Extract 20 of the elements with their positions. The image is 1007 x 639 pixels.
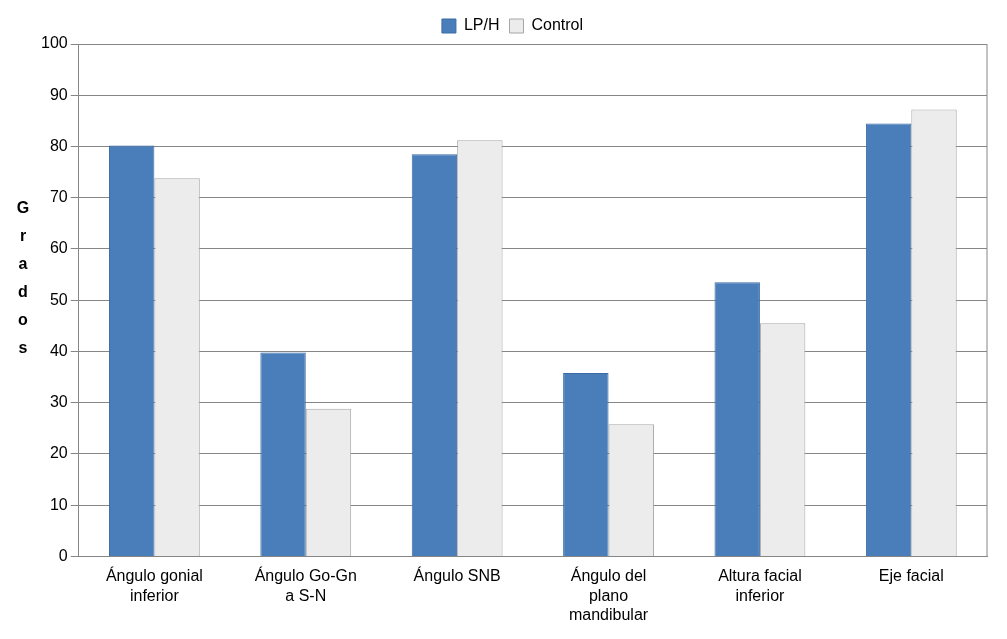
y-axis-title: Grados (16, 198, 30, 358)
x-tick-label: Ángulo gonial inferior (105, 566, 203, 604)
y-tick-label: 10 (49, 495, 68, 513)
legend-label: LP/H (463, 16, 500, 34)
y-tick-label: 90 (49, 85, 68, 103)
x-tick-label: Eje facial (878, 567, 944, 585)
y-tick-label: 70 (49, 188, 68, 206)
y-tick-label: 30 (49, 393, 68, 411)
y-tick-label: 60 (49, 239, 68, 257)
y-tick-label: 100 (40, 34, 68, 52)
x-tick-label: Altura facial inferior (718, 567, 802, 604)
x-tick-label: Ángulo Go-Gn a S-N (254, 566, 357, 604)
y-tick-label: 40 (49, 341, 68, 359)
y-tick-label: 0 (58, 546, 68, 564)
x-tick-label: Ángulo SNB (413, 566, 501, 585)
y-tick-label: 20 (49, 444, 68, 462)
y-tick-label: 50 (49, 290, 68, 308)
x-tick-label: Ángulo del plano mandibular (568, 566, 649, 623)
legend-label: Control (531, 16, 584, 34)
y-tick-label: 80 (49, 136, 68, 154)
